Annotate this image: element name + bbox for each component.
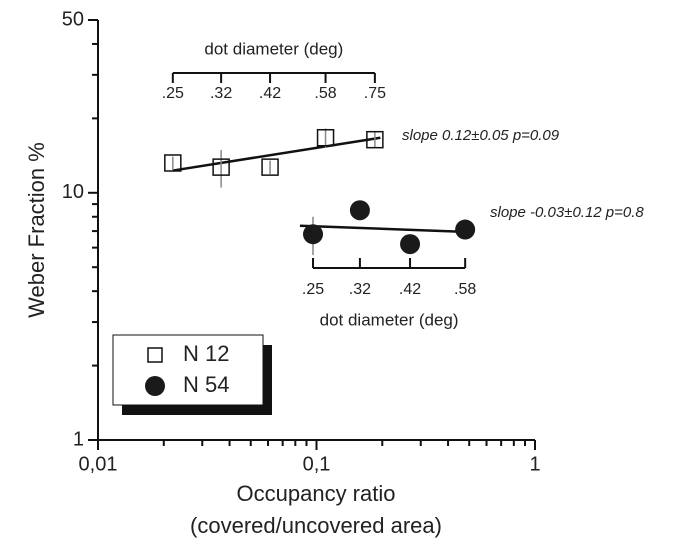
diameter-tick-label: .32 <box>210 85 232 102</box>
fit-line <box>299 224 466 234</box>
annotation: slope -0.03±0.12 p=0.8 <box>490 204 644 221</box>
x-tick-label: 0,1 <box>303 453 331 475</box>
legend <box>112 334 264 406</box>
legend-label: N 54 <box>183 372 229 397</box>
legend-label: N 12 <box>183 341 229 366</box>
data-point <box>261 158 279 176</box>
y-tick-label: 10 <box>62 181 84 203</box>
diameter-tick-label: .25 <box>302 281 324 298</box>
diameter-tick-label: .42 <box>399 281 421 298</box>
data-point <box>366 130 384 149</box>
diameter-tick-label: .75 <box>364 85 386 102</box>
data-point <box>316 128 335 147</box>
data-point <box>455 219 476 240</box>
y-axis-label: Weber Fraction % <box>24 142 49 318</box>
diameter-tick-label: .58 <box>454 281 476 298</box>
fit-line <box>172 136 381 172</box>
y-tick-label: 1 <box>73 428 84 450</box>
x-axis-label: Occupancy ratio <box>237 481 396 506</box>
data-point <box>400 234 421 255</box>
diameter-axis-label: dot diameter (deg) <box>204 39 343 58</box>
y-tick-label: 50 <box>62 8 84 30</box>
x-tick-label: 0,01 <box>79 453 118 475</box>
diameter-tick-label: .58 <box>314 85 336 102</box>
data-point <box>164 154 182 172</box>
diameter-tick-label: .32 <box>349 281 371 298</box>
legend-marker <box>145 376 165 396</box>
data-point <box>349 200 370 221</box>
data-point <box>212 158 230 176</box>
data-point <box>303 224 324 245</box>
x-tick-label: 1 <box>529 453 540 475</box>
diameter-tick-label: .42 <box>259 85 281 102</box>
legend-marker <box>147 347 163 363</box>
diameter-tick-label: .25 <box>162 85 184 102</box>
annotation: slope 0.12±0.05 p=0.09 <box>402 127 560 144</box>
diameter-axis-label: dot diameter (deg) <box>320 310 459 329</box>
x-axis-label: (covered/uncovered area) <box>190 513 442 538</box>
